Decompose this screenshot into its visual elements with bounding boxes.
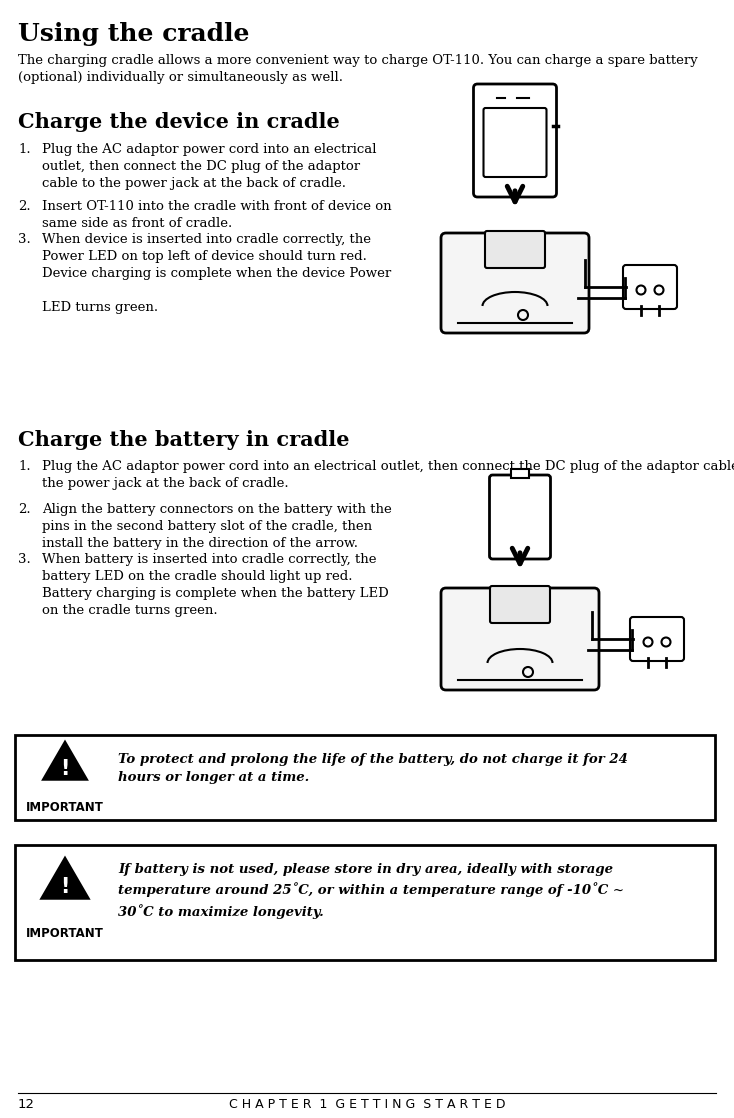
FancyBboxPatch shape: [441, 588, 599, 690]
FancyBboxPatch shape: [485, 231, 545, 268]
Bar: [511, 468, 529, 479]
Text: !: !: [60, 759, 70, 779]
Text: Charge the battery in cradle: Charge the battery in cradle: [18, 430, 349, 451]
Polygon shape: [44, 743, 86, 779]
Text: Charge the device in cradle: Charge the device in cradle: [18, 112, 340, 132]
Text: IMPORTANT: IMPORTANT: [26, 800, 104, 814]
Polygon shape: [43, 859, 87, 898]
FancyBboxPatch shape: [484, 108, 547, 177]
Text: If battery is not used, please store in dry area, ideally with storage
temperatu: If battery is not used, please store in …: [118, 863, 624, 919]
FancyBboxPatch shape: [623, 265, 677, 309]
FancyBboxPatch shape: [490, 586, 550, 623]
Text: 12: 12: [18, 1098, 35, 1111]
FancyBboxPatch shape: [15, 735, 715, 819]
Text: Using the cradle: Using the cradle: [18, 22, 250, 46]
Text: Insert OT-110 into the cradle with front of device on
same side as front of crad: Insert OT-110 into the cradle with front…: [42, 200, 392, 230]
Text: IMPORTANT: IMPORTANT: [26, 927, 104, 940]
FancyBboxPatch shape: [490, 475, 550, 559]
Text: Align the battery connectors on the battery with the
pins in the second battery : Align the battery connectors on the batt…: [42, 503, 392, 550]
Text: 3.: 3.: [18, 233, 31, 246]
Text: Plug the AC adaptor power cord into an electrical
outlet, then connect the DC pl: Plug the AC adaptor power cord into an e…: [42, 143, 377, 190]
Text: 1.: 1.: [18, 459, 31, 473]
Text: Plug the AC adaptor power cord into an electrical outlet, then connect the DC pl: Plug the AC adaptor power cord into an e…: [42, 459, 734, 490]
Text: 1.: 1.: [18, 143, 31, 157]
FancyBboxPatch shape: [473, 84, 556, 197]
Text: !: !: [60, 878, 70, 897]
FancyBboxPatch shape: [15, 845, 715, 960]
Text: 3.: 3.: [18, 553, 31, 566]
Text: When device is inserted into cradle correctly, the
Power LED on top left of devi: When device is inserted into cradle corr…: [42, 233, 391, 314]
Text: When battery is inserted into cradle correctly, the
battery LED on the cradle sh: When battery is inserted into cradle cor…: [42, 553, 389, 617]
Text: To protect and prolong the life of the battery, do not charge it for 24
hours or: To protect and prolong the life of the b…: [118, 754, 628, 785]
Text: 2.: 2.: [18, 503, 31, 517]
Text: The charging cradle allows a more convenient way to charge OT-110. You can charg: The charging cradle allows a more conven…: [18, 54, 698, 84]
FancyBboxPatch shape: [630, 617, 684, 661]
Text: C H A P T E R  1  G E T T I N G  S T A R T E D: C H A P T E R 1 G E T T I N G S T A R T …: [229, 1098, 505, 1111]
FancyBboxPatch shape: [441, 233, 589, 333]
Text: 2.: 2.: [18, 200, 31, 214]
